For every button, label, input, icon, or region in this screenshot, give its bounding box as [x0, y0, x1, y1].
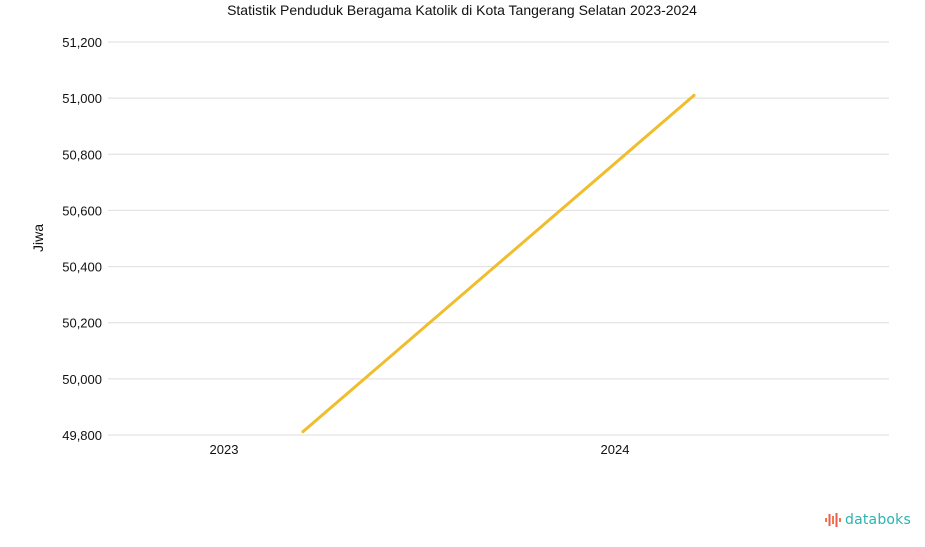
- y-tick-labels: 49,800 50,000 50,200 50,400 50,600 50,800 51,0…: [62, 35, 102, 443]
- x-tick-labels: 2023 2024: [210, 442, 630, 457]
- series-layer: [301, 93, 696, 434]
- y-axis-label: Jiwa: [30, 224, 46, 252]
- x-tick-label: 2023: [210, 442, 239, 457]
- y-tick-label: 50,200: [62, 316, 102, 331]
- series-line: [301, 93, 696, 434]
- brand-name: databoks: [845, 512, 911, 528]
- gridlines: [108, 41, 889, 436]
- y-tick-label: 50,600: [62, 203, 102, 218]
- databoks-logo: databoks: [825, 512, 911, 528]
- data-point: [692, 93, 696, 97]
- y-tick-label: 50,400: [62, 260, 102, 275]
- y-tick-label: 50,000: [62, 372, 102, 387]
- chart-title: Statistik Penduduk Beragama Katolik di K…: [227, 2, 697, 18]
- databoks-logo-icon: [825, 513, 841, 527]
- x-tick-label: 2024: [601, 442, 630, 457]
- y-tick-label: 49,800: [62, 428, 102, 443]
- y-tick-label: 51,000: [62, 91, 102, 106]
- data-point: [301, 430, 305, 434]
- y-tick-label: 51,200: [62, 35, 102, 50]
- y-tick-label: 50,800: [62, 147, 102, 162]
